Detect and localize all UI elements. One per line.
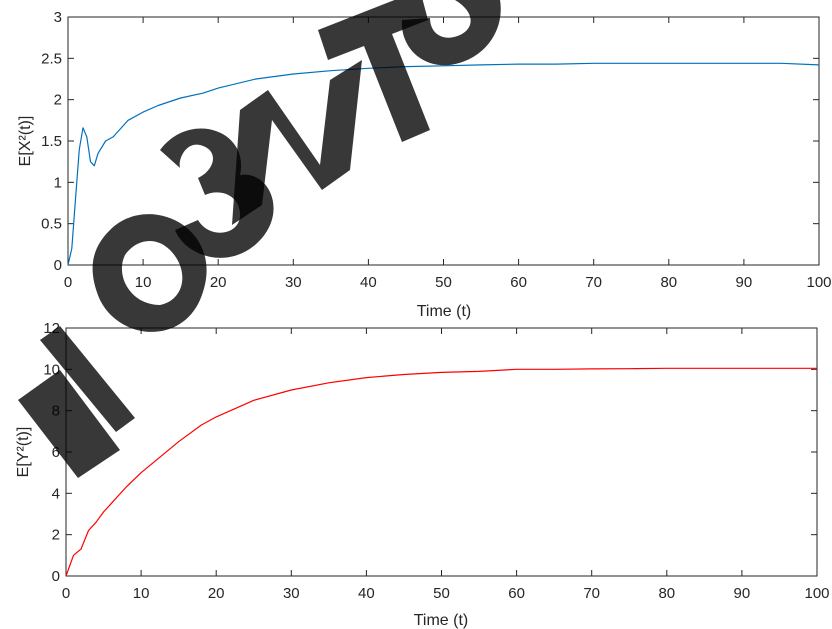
bottom-y-axis-label: E[Y²(t)] bbox=[15, 427, 32, 478]
bottom-x-tick-labels: 0 10 20 30 40 50 60 70 80 90 100 bbox=[62, 585, 830, 602]
top-y-tick-label-5: 2.5 bbox=[41, 50, 62, 67]
bottom-y-tick-label-2: 4 bbox=[52, 485, 60, 502]
top-x-tick-label-2: 20 bbox=[210, 274, 227, 291]
bottom-x-tick-label-10: 100 bbox=[804, 585, 829, 602]
top-x-tick-label-7: 70 bbox=[585, 274, 602, 291]
top-y-tick-labels: 0 0.5 1 1.5 2 2.5 3 bbox=[41, 9, 62, 274]
watermark-stroke-6 bbox=[318, 0, 430, 142]
bottom-x-tick-label-9: 90 bbox=[734, 585, 751, 602]
bottom-x-tick-label-5: 50 bbox=[433, 585, 450, 602]
bottom-x-tick-label-6: 60 bbox=[508, 585, 525, 602]
bottom-x-tick-label-8: 80 bbox=[658, 585, 675, 602]
bottom-x-tick-label-0: 0 bbox=[62, 585, 70, 602]
top-y-tick-label-3: 1.5 bbox=[41, 133, 62, 150]
top-x-tick-label-8: 80 bbox=[660, 274, 677, 291]
top-x-tick-label-0: 0 bbox=[64, 274, 72, 291]
bottom-x-tick-label-3: 30 bbox=[283, 585, 300, 602]
top-x-tick-label-6: 60 bbox=[510, 274, 527, 291]
top-y-tick-label-1: 0.5 bbox=[41, 216, 62, 233]
watermark-stroke-4 bbox=[160, 128, 274, 258]
watermark-stroke-3 bbox=[92, 214, 207, 332]
bottom-x-axis-label: Time (t) bbox=[414, 612, 469, 629]
top-x-tick-label-3: 30 bbox=[285, 274, 302, 291]
bottom-x-tick-label-7: 70 bbox=[583, 585, 600, 602]
watermark-stroke-1 bbox=[18, 370, 120, 478]
top-y-axis-label: E[X²(t)] bbox=[17, 116, 34, 167]
bottom-series-line-0 bbox=[65, 367, 817, 577]
bottom-x-tick-label-1: 10 bbox=[133, 585, 150, 602]
top-x-tick-label-10: 100 bbox=[806, 274, 831, 291]
top-x-tick-labels: 0 10 20 30 40 50 60 70 80 90 100 bbox=[64, 274, 832, 291]
bottom-series-group bbox=[65, 367, 817, 577]
top-y-tick-label-0: 0 bbox=[54, 257, 62, 274]
bottom-x-tick-label-2: 20 bbox=[208, 585, 225, 602]
top-x-tick-label-1: 10 bbox=[135, 274, 152, 291]
top-series-group bbox=[67, 62, 820, 266]
top-x-tick-label-9: 90 bbox=[736, 274, 753, 291]
watermark-stroke-2 bbox=[40, 326, 135, 432]
watermark-stroke-5 bbox=[232, 60, 362, 225]
top-series-line-0 bbox=[67, 62, 820, 266]
bottom-y-tick-label-0: 0 bbox=[52, 568, 60, 585]
bottom-y-tick-label-3: 6 bbox=[52, 444, 60, 461]
top-y-tick-label-2: 1 bbox=[54, 174, 62, 191]
top-x-tick-label-5: 50 bbox=[435, 274, 452, 291]
top-x-tick-label-4: 40 bbox=[360, 274, 377, 291]
watermark-graphic bbox=[18, 0, 501, 478]
bottom-plot-area bbox=[65, 327, 818, 577]
top-y-tick-label-4: 2 bbox=[54, 92, 62, 109]
bottom-x-tick-label-4: 40 bbox=[358, 585, 375, 602]
top-y-tick-label-6: 3 bbox=[54, 9, 62, 26]
bottom-y-tick-label-1: 2 bbox=[52, 527, 60, 544]
watermark-stroke-7 bbox=[401, 0, 501, 66]
top-x-axis-label: Time (t) bbox=[417, 303, 472, 320]
